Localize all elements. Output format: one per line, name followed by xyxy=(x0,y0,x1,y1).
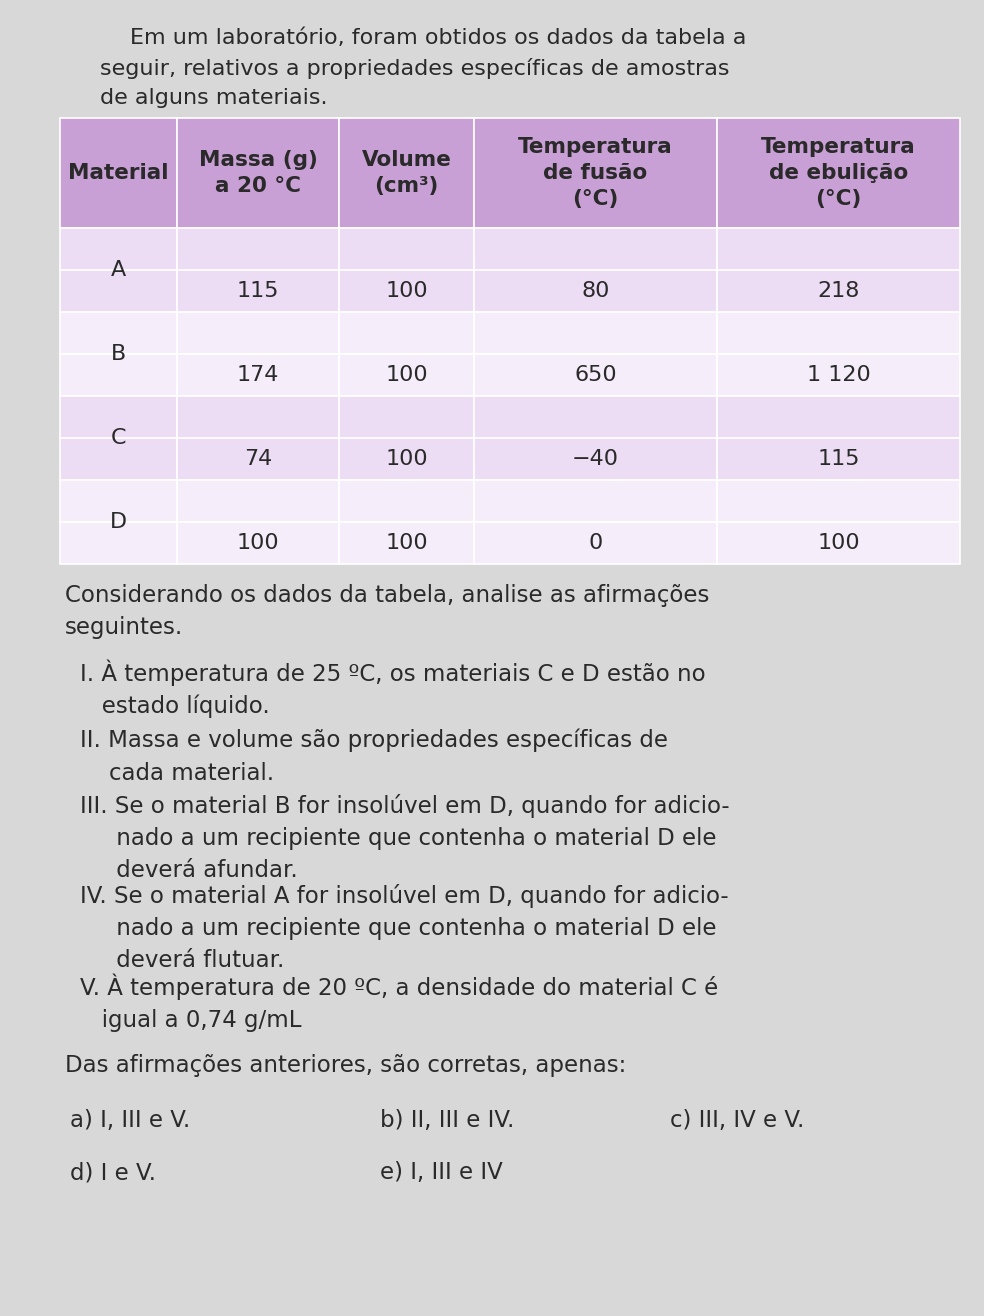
Text: 174: 174 xyxy=(237,365,279,386)
FancyBboxPatch shape xyxy=(339,480,474,522)
Text: III. Se o material B for insolúvel em D, quando for adicio-
     nado a um recip: III. Se o material B for insolúvel em D,… xyxy=(80,794,729,882)
Text: 80: 80 xyxy=(582,282,610,301)
Text: 100: 100 xyxy=(817,533,860,553)
FancyBboxPatch shape xyxy=(717,522,960,565)
FancyBboxPatch shape xyxy=(717,438,960,480)
Text: −40: −40 xyxy=(572,449,619,468)
FancyBboxPatch shape xyxy=(339,354,474,396)
Text: IV. Se o material A for insolúvel em D, quando for adicio-
     nado a um recipi: IV. Se o material A for insolúvel em D, … xyxy=(80,884,728,973)
Text: b) II, III e IV.: b) II, III e IV. xyxy=(380,1109,515,1132)
Text: Das afirmações anteriores, são corretas, apenas:: Das afirmações anteriores, são corretas,… xyxy=(65,1054,626,1076)
Text: II. Massa e volume são propriedades específicas de
    cada material.: II. Massa e volume são propriedades espe… xyxy=(80,729,668,784)
Text: Massa (g)
a 20 °C: Massa (g) a 20 °C xyxy=(199,150,318,196)
FancyBboxPatch shape xyxy=(717,270,960,312)
FancyBboxPatch shape xyxy=(177,396,339,438)
FancyBboxPatch shape xyxy=(60,438,177,480)
FancyBboxPatch shape xyxy=(177,312,339,354)
FancyBboxPatch shape xyxy=(177,354,339,396)
FancyBboxPatch shape xyxy=(717,118,960,228)
FancyBboxPatch shape xyxy=(474,270,717,312)
Text: 218: 218 xyxy=(818,282,860,301)
Text: 115: 115 xyxy=(818,449,860,468)
Text: seguir, relativos a propriedades específicas de amostras: seguir, relativos a propriedades específ… xyxy=(100,58,729,79)
FancyBboxPatch shape xyxy=(177,270,339,312)
Text: 650: 650 xyxy=(575,365,617,386)
FancyBboxPatch shape xyxy=(177,480,339,522)
FancyBboxPatch shape xyxy=(474,480,717,522)
FancyBboxPatch shape xyxy=(339,438,474,480)
FancyBboxPatch shape xyxy=(339,118,474,228)
FancyBboxPatch shape xyxy=(339,522,474,565)
FancyBboxPatch shape xyxy=(339,270,474,312)
FancyBboxPatch shape xyxy=(177,438,339,480)
FancyBboxPatch shape xyxy=(339,228,474,270)
Text: 100: 100 xyxy=(385,365,428,386)
Text: de alguns materiais.: de alguns materiais. xyxy=(100,88,328,108)
FancyBboxPatch shape xyxy=(60,270,177,312)
FancyBboxPatch shape xyxy=(60,396,177,438)
Text: Volume
(cm³): Volume (cm³) xyxy=(361,150,452,196)
FancyBboxPatch shape xyxy=(60,312,177,354)
Text: 1 120: 1 120 xyxy=(807,365,871,386)
FancyBboxPatch shape xyxy=(339,312,474,354)
FancyBboxPatch shape xyxy=(177,118,339,228)
FancyBboxPatch shape xyxy=(474,228,717,270)
Text: 100: 100 xyxy=(237,533,279,553)
Text: Considerando os dados da tabela, analise as afirmações
seguintes.: Considerando os dados da tabela, analise… xyxy=(65,584,709,640)
FancyBboxPatch shape xyxy=(60,354,177,396)
Text: 115: 115 xyxy=(237,282,279,301)
FancyBboxPatch shape xyxy=(474,354,717,396)
FancyBboxPatch shape xyxy=(474,312,717,354)
Text: Temperatura
de ebulição
(°C): Temperatura de ebulição (°C) xyxy=(762,137,916,209)
Text: Em um laboratório, foram obtidos os dados da tabela a: Em um laboratório, foram obtidos os dado… xyxy=(130,28,747,47)
Text: d) I e V.: d) I e V. xyxy=(70,1161,156,1184)
FancyBboxPatch shape xyxy=(717,228,960,270)
FancyBboxPatch shape xyxy=(474,522,717,565)
Text: 100: 100 xyxy=(385,533,428,553)
FancyBboxPatch shape xyxy=(60,480,177,522)
FancyBboxPatch shape xyxy=(717,354,960,396)
FancyBboxPatch shape xyxy=(60,522,177,565)
FancyBboxPatch shape xyxy=(60,228,177,270)
Text: A: A xyxy=(111,261,126,280)
Text: 100: 100 xyxy=(385,282,428,301)
Text: Material: Material xyxy=(68,163,168,183)
FancyBboxPatch shape xyxy=(474,118,717,228)
Text: I. À temperatura de 25 ºC, os materiais C e D estão no
   estado líquido.: I. À temperatura de 25 ºC, os materiais … xyxy=(80,659,706,719)
FancyBboxPatch shape xyxy=(474,396,717,438)
Text: e) I, III e IV: e) I, III e IV xyxy=(380,1161,503,1184)
Text: a) I, III e V.: a) I, III e V. xyxy=(70,1109,190,1132)
FancyBboxPatch shape xyxy=(177,228,339,270)
Text: B: B xyxy=(111,343,126,365)
Text: 0: 0 xyxy=(588,533,602,553)
FancyBboxPatch shape xyxy=(474,438,717,480)
FancyBboxPatch shape xyxy=(717,312,960,354)
Text: c) III, IV e V.: c) III, IV e V. xyxy=(670,1109,804,1132)
Text: Temperatura
de fusão
(°C): Temperatura de fusão (°C) xyxy=(519,137,673,209)
Text: D: D xyxy=(110,512,127,532)
FancyBboxPatch shape xyxy=(60,118,177,228)
FancyBboxPatch shape xyxy=(177,522,339,565)
Text: 74: 74 xyxy=(244,449,273,468)
Text: C: C xyxy=(111,428,126,447)
Text: V. À temperatura de 20 ºC, a densidade do material C é
   igual a 0,74 g/mL: V. À temperatura de 20 ºC, a densidade d… xyxy=(80,974,718,1033)
FancyBboxPatch shape xyxy=(717,396,960,438)
Text: 100: 100 xyxy=(385,449,428,468)
FancyBboxPatch shape xyxy=(717,480,960,522)
FancyBboxPatch shape xyxy=(339,396,474,438)
